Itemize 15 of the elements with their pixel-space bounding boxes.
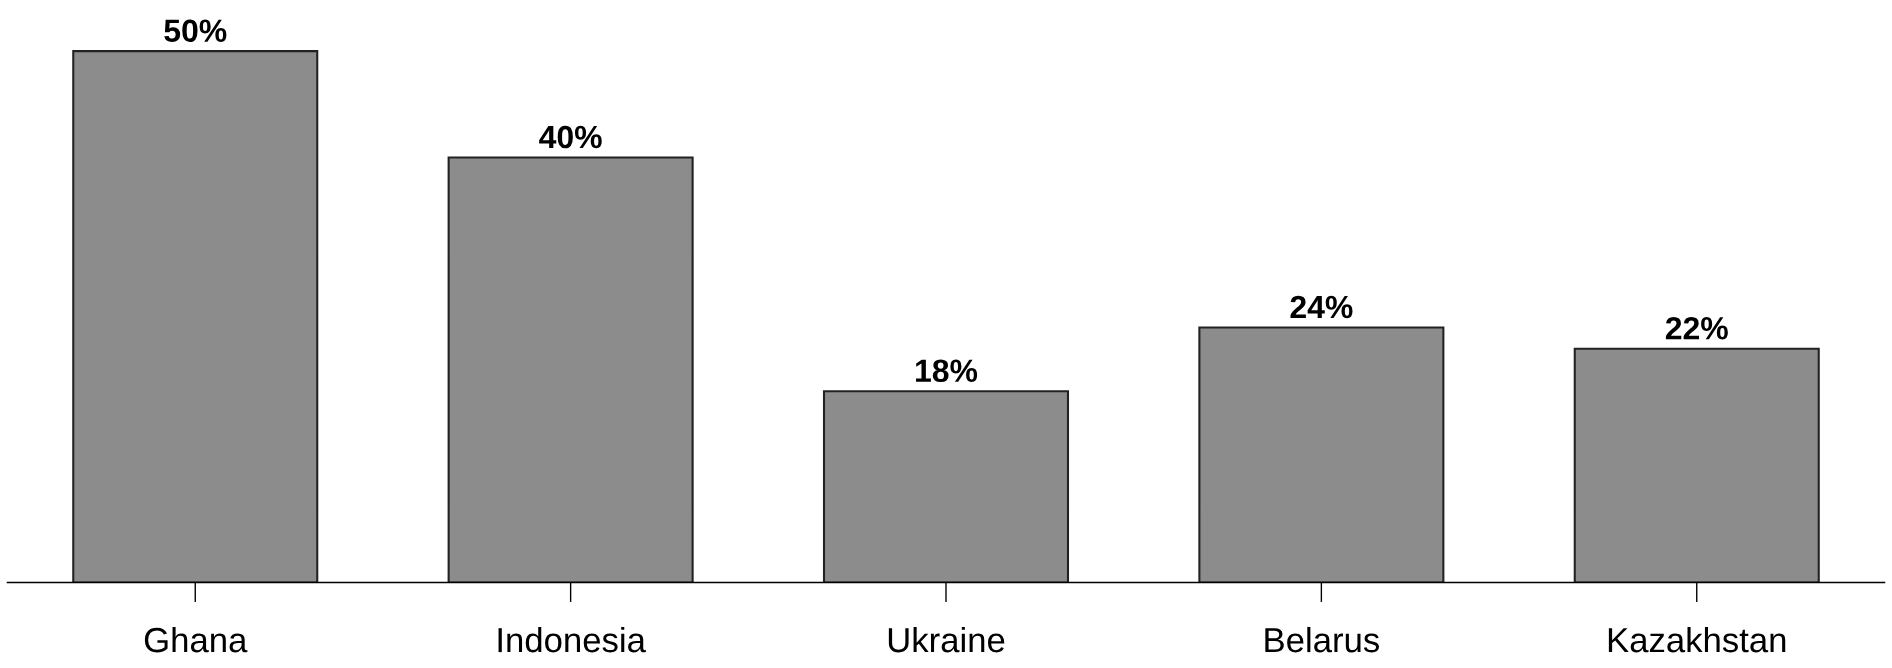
bar <box>1573 347 1820 583</box>
data-label: 24% <box>1290 295 1353 319</box>
data-label: 50% <box>164 19 227 43</box>
bar <box>1198 326 1445 583</box>
x-tick-label: Ghana <box>144 626 248 653</box>
x-tick-label: Kazakhstan <box>1608 626 1786 653</box>
x-tick-label: Indonesia <box>498 626 646 653</box>
bar <box>822 390 1070 583</box>
data-label: 22% <box>1665 317 1728 340</box>
x-tick-label: Belarus <box>1265 626 1379 653</box>
bar <box>72 50 319 583</box>
x-tick-label: Ukraine <box>888 626 1005 653</box>
bar <box>447 156 694 583</box>
data-label: 18% <box>916 359 978 383</box>
data-label: 40% <box>539 125 602 149</box>
